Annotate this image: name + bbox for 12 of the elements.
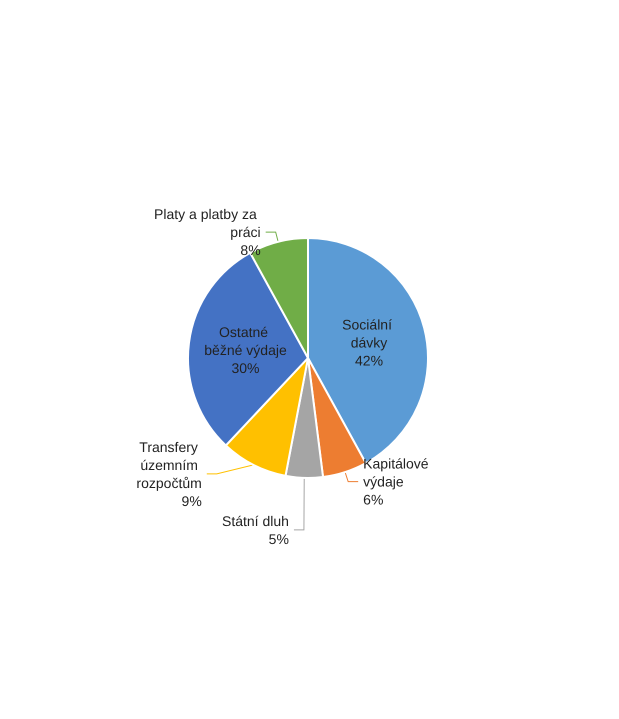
data-label: 9% <box>182 492 202 509</box>
slice-label: Transfery územním rozpočtům <box>136 438 202 491</box>
slice-label: Sociální dávky <box>342 316 396 350</box>
data-label: 8% <box>240 242 261 258</box>
slice-label: Ostatné běžné výdaje <box>204 324 287 358</box>
slice-label: Státní dluh <box>222 512 289 529</box>
data-label: 30% <box>231 360 260 376</box>
slice-label: Kapitálové výdaje <box>363 456 432 490</box>
slice-label: Platy a platby za práci <box>154 206 261 240</box>
data-label: 6% <box>363 492 384 508</box>
data-label: 5% <box>268 530 289 547</box>
data-label: 42% <box>355 352 384 368</box>
